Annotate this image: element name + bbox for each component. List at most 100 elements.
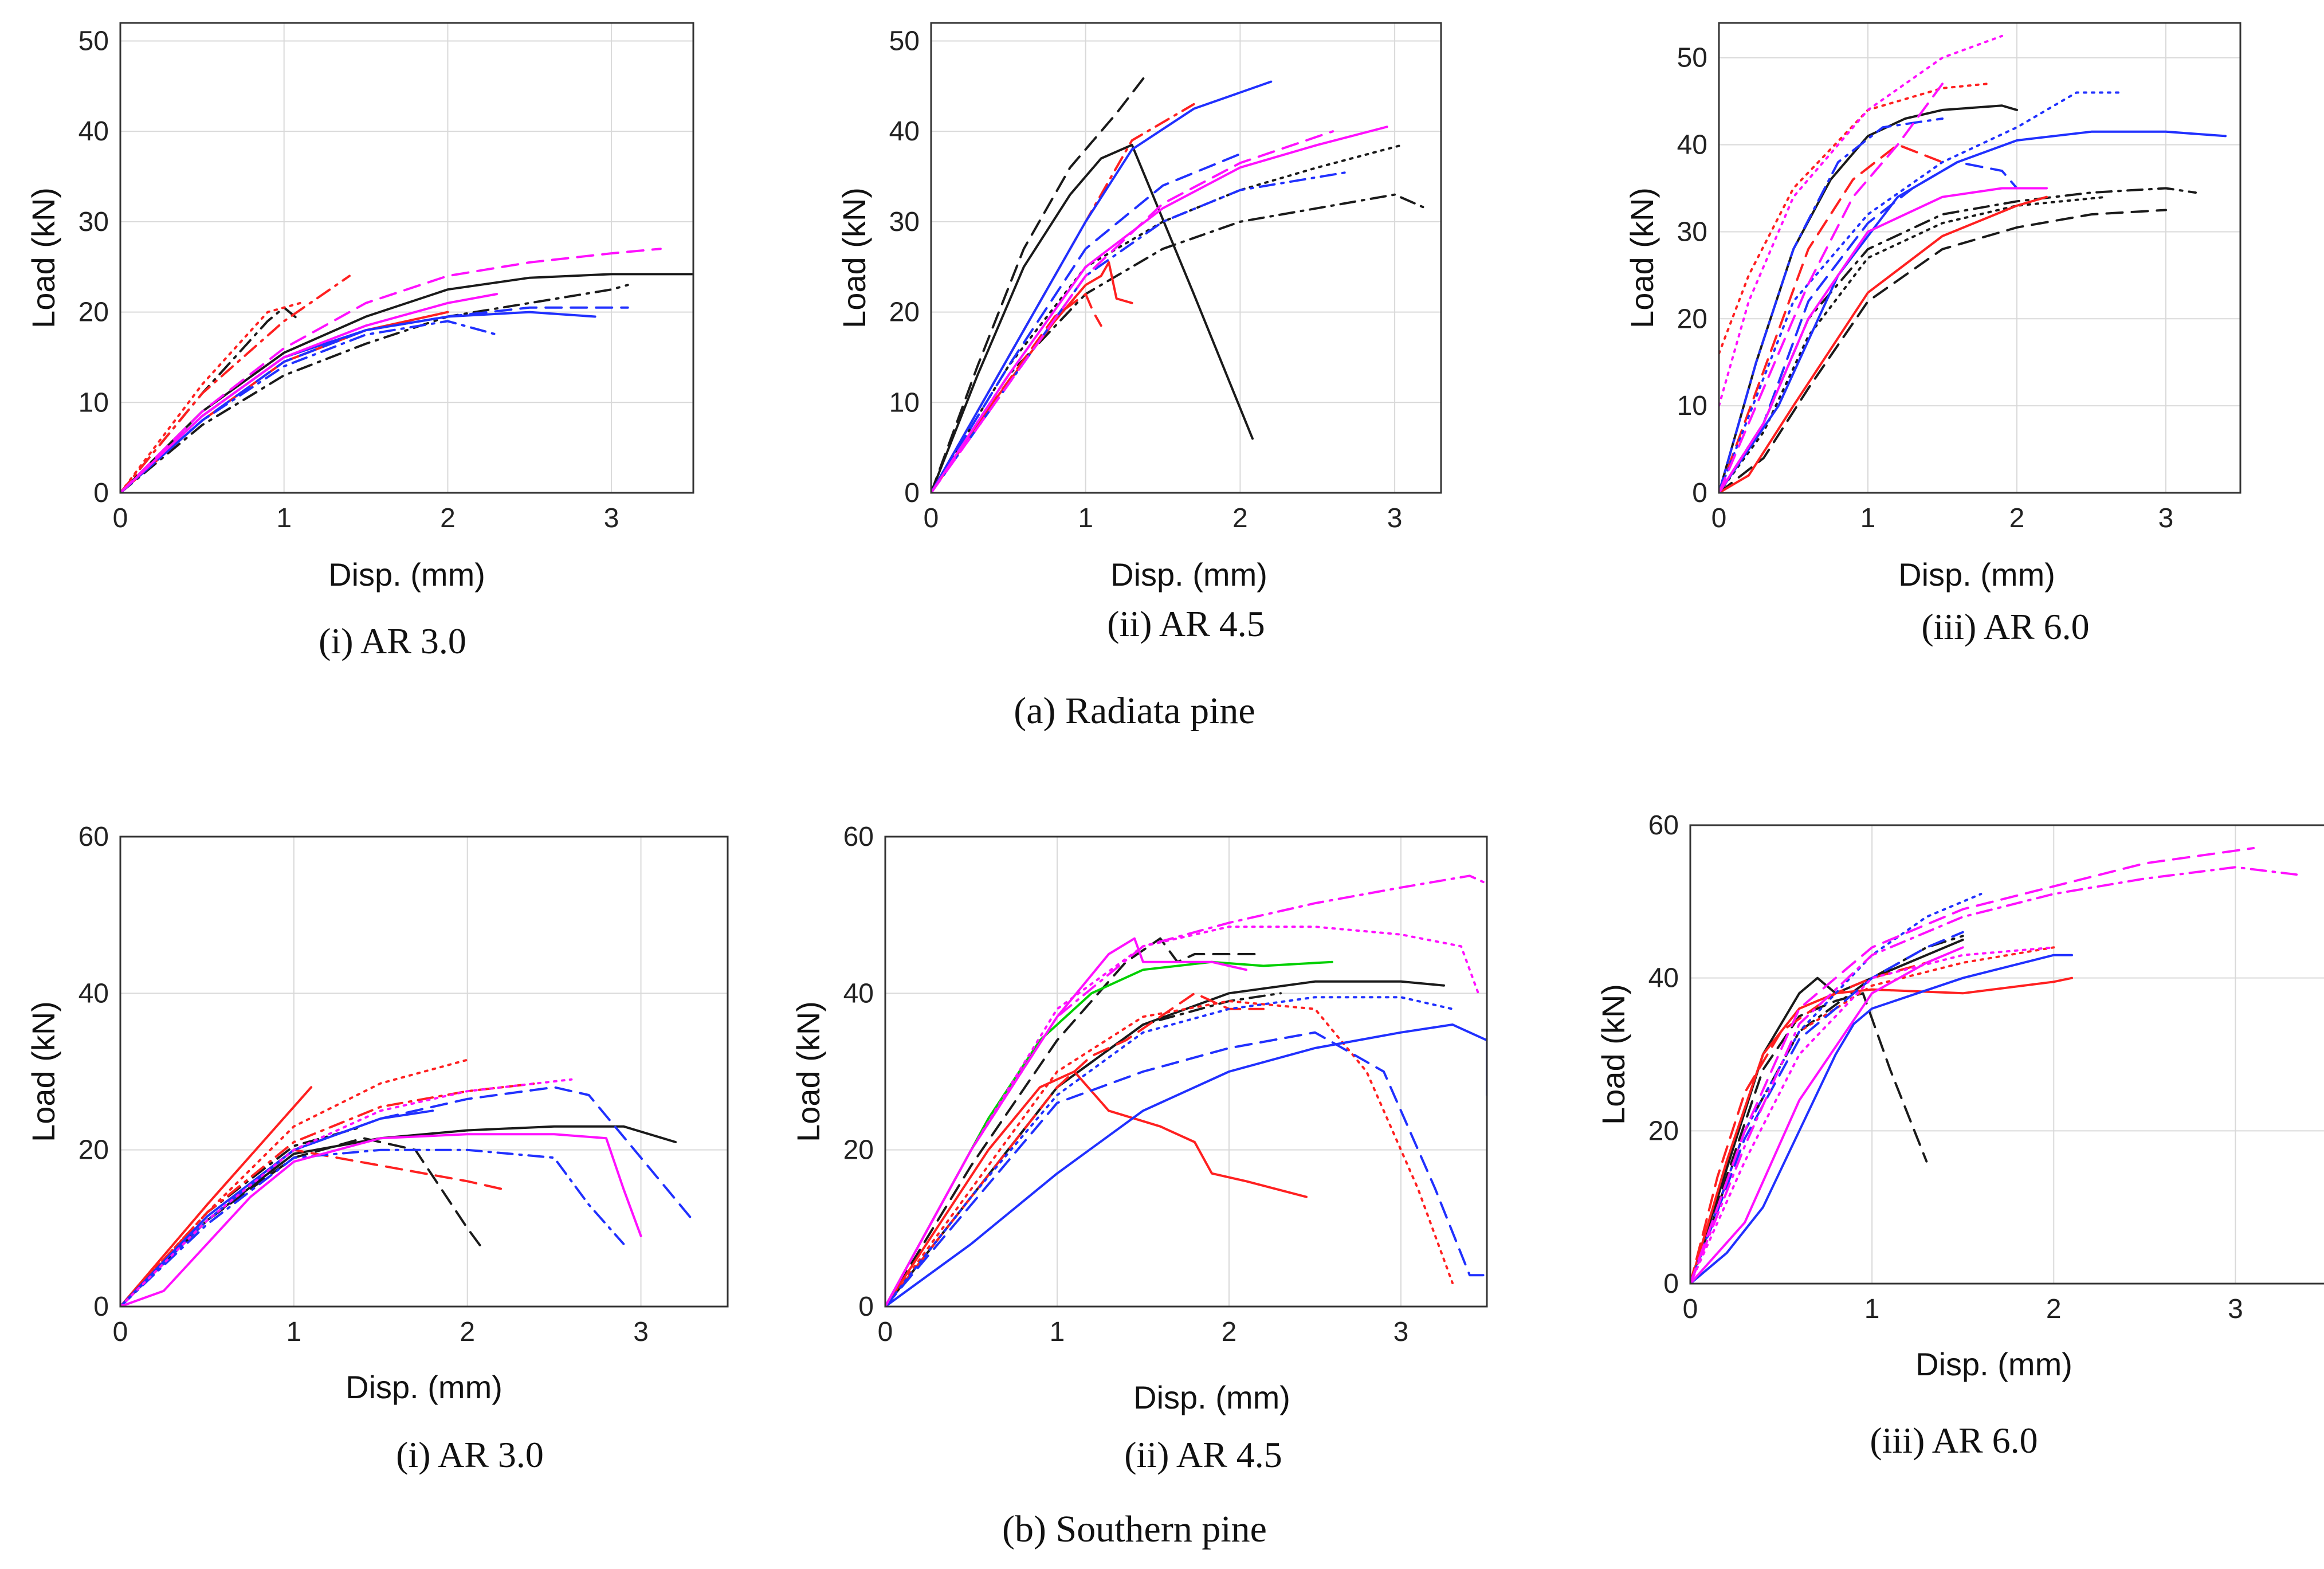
y-tick-label: 0 [93,478,109,508]
x-tick-label: 1 [1078,503,1093,534]
y-tick-label: 50 [1677,43,1707,73]
series-group [1690,847,2301,1284]
series-line-red-solid [885,1070,1308,1307]
series-line-black-dashed [120,1137,486,1307]
series-line-green-solid [885,960,1333,1307]
x-tick-label: 0 [924,503,939,534]
series-line-red-dashdot [120,1082,538,1307]
series-group [120,1058,694,1307]
series-line-magenta-dotted [120,1078,573,1307]
series-line-magenta-dashed [1719,83,1944,493]
series-line-black-dashed [1690,992,1928,1284]
series-line-blue-solid [120,1109,434,1307]
y-axis-label: Load (kN) [836,187,872,328]
sub-caption: (iii) AR 6.0 [1921,606,2089,647]
series-line-black-dotted [1719,195,2107,493]
series-line-black-dashed [885,937,1265,1307]
series-line-blue-dotted [1690,893,1983,1284]
panel-southern-ar60: 0 1 2 3 0 20 40 60 Disp. (mm) Load (kN) (iii) A… [1595,810,2324,1461]
series-line-black-solid [931,143,1254,493]
series-line-black-solid [885,980,1445,1307]
x-axis-label: Disp. (mm) [1110,556,1267,593]
series-line-magenta-dashed [1690,847,2255,1284]
series-line-blue-dashed [885,1031,1487,1307]
x-tick-label: 3 [604,503,619,534]
y-tick-label: 20 [1677,304,1707,334]
series-line-blue-solid [885,1023,1487,1307]
x-tick-label: 2 [1232,503,1248,534]
y-tick-label: 0 [858,1292,874,1322]
axes-frame [884,836,1488,1308]
y-tick-label: 0 [1663,1269,1679,1299]
series-line-red-solid [120,1086,313,1307]
y-tick-label: 30 [889,207,920,237]
series-line-red-dashed [120,1148,504,1307]
x-tick-label: 1 [1050,1317,1065,1347]
x-tick-label: 0 [1711,503,1727,534]
series-line-magenta-solid [1690,946,1964,1284]
series-line-red-solid [931,261,1133,493]
x-tick-label: 3 [633,1317,649,1347]
x-tick-label: 1 [1860,503,1876,534]
x-tick-label: 2 [2009,503,2025,534]
series-line-red-dotted [120,301,302,493]
series-line-blue-dashdot [120,320,498,493]
series-line-black-dashdot [931,193,1427,493]
y-tick-label: 20 [843,1135,874,1166]
series-line-black-dashdot [120,284,629,493]
x-axis-label: Disp. (mm) [1915,1346,2072,1382]
y-tick-label: 10 [78,387,109,418]
series-line-magenta-solid [1719,187,2048,493]
series-line-blue-dotted [885,996,1454,1307]
series-line-magenta-dotted [885,925,1479,1307]
series-line-magenta-dashed [931,130,1334,493]
x-tick-label: 1 [1864,1294,1880,1324]
x-tick-label: 0 [113,503,128,534]
series-line-red-dashed [1690,962,1928,1284]
axes-frame [119,836,729,1308]
series-line-blue-dashdot [120,1148,625,1307]
y-tick-label: 40 [889,116,920,147]
series-line-blue-solid [931,80,1273,493]
y-tick-label: 30 [78,207,109,237]
series-line-magenta-dashed [120,248,662,493]
series-line-black-dashed [931,76,1146,493]
sub-caption: (iii) AR 6.0 [1870,1420,2038,1461]
x-tick-label: 2 [460,1317,475,1347]
sub-caption: (i) AR 3.0 [319,621,466,661]
group-caption-radiata: (a) Radiata pine [1014,690,1255,732]
series-line-blue-dashed [120,1086,694,1307]
sub-caption: (i) AR 3.0 [396,1434,544,1475]
y-tick-label: 60 [78,822,109,852]
series-line-blue-dashed [931,152,1242,493]
series-line-red-solid [1719,195,2048,493]
series-line-red-dashdot [120,274,351,493]
axes-frame [1718,22,2241,494]
y-tick-label: 10 [1677,391,1707,421]
series-line-red-dotted [885,1000,1454,1307]
x-tick-label: 3 [2228,1294,2243,1324]
y-tick-label: 10 [889,387,920,418]
series-line-magenta-solid [931,125,1388,493]
series-line-magenta-solid [120,1133,642,1307]
y-axis-label: Load (kN) [25,187,61,328]
y-axis-label: Load (kN) [25,1001,61,1142]
series-line-red-dashed [1719,143,1944,493]
y-tick-label: 0 [1692,478,1707,508]
axes-frame [1689,824,2324,1285]
panel-southern-ar3: 0 1 2 3 0 20 40 60 Disp. (mm) Load (kN) (i) AR … [25,822,729,1475]
y-tick-label: 0 [93,1292,109,1322]
y-axis-label: Load (kN) [1595,984,1631,1125]
sub-caption: (ii) AR 4.5 [1124,1434,1282,1475]
y-tick-label: 20 [1648,1116,1679,1146]
x-tick-label: 3 [2158,503,2174,534]
sub-caption: (ii) AR 4.5 [1107,603,1265,644]
y-tick-label: 20 [889,297,920,328]
panel-southern-ar45: 0 1 2 3 0 20 40 60 Disp. (mm) Load (kN) (ii) AR… [790,822,1488,1475]
x-axis-label: Disp. (mm) [1133,1379,1290,1415]
series-line-red-dashed [931,293,1102,493]
x-axis-label: Disp. (mm) [346,1369,503,1405]
series-line-magenta-dashdot [1690,866,2301,1284]
